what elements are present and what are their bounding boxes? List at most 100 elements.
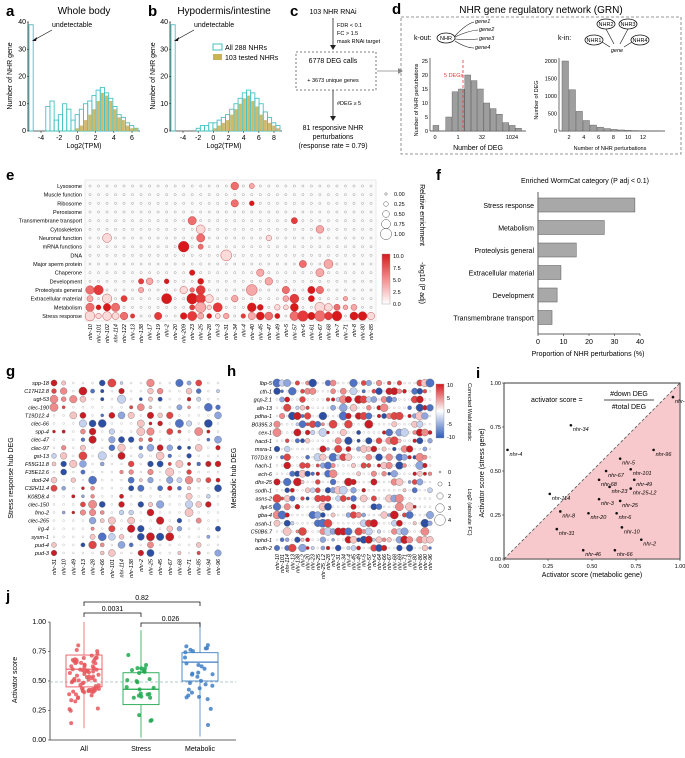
dot-0-10	[146, 378, 155, 388]
dot-5-4	[88, 419, 97, 428]
dot-0-22	[387, 380, 392, 386]
e-dot-10-11	[182, 271, 185, 274]
col-nhr-96: nhr-96	[216, 558, 222, 575]
dot-14-11	[331, 497, 335, 500]
e-dot-7-7	[148, 245, 151, 248]
e-col-20: nhr-45	[258, 323, 264, 340]
dot-8-28	[418, 447, 421, 451]
dot-6-13	[177, 429, 182, 434]
dot-18-17	[215, 525, 221, 532]
e-dot-15-8	[154, 312, 163, 320]
e-dot-14-3	[111, 302, 120, 312]
e-dot-13-33	[369, 297, 373, 300]
dot-5-24	[398, 423, 401, 426]
e-dot-11-6	[138, 278, 145, 285]
e-dot-11-10	[173, 280, 177, 283]
e-dot-5-28	[327, 228, 330, 231]
e-dot-11-9	[163, 278, 170, 285]
dot-4-0	[275, 414, 279, 418]
dot-5-6	[110, 422, 114, 425]
e-dot-8-29	[335, 254, 339, 257]
e-dot-2-18	[241, 202, 245, 205]
dot-17-3	[81, 519, 85, 522]
dot-20-11	[158, 543, 162, 547]
e-dot-15-30	[344, 314, 347, 318]
dot-8-5	[101, 446, 104, 449]
e-dot-14-8	[156, 306, 160, 309]
panel-h-color-title: Corrected Wald statistic	[466, 383, 472, 441]
panel-d-title: NHR gene regulatory network (GRN)	[459, 5, 622, 16]
e-row-2: Ribosome	[57, 201, 82, 207]
dot-18-16	[354, 527, 363, 536]
dot-6-16	[206, 429, 211, 434]
bar-tested-12	[221, 122, 225, 131]
e-dot-1-22	[276, 193, 279, 196]
e-dot-0-6	[139, 184, 143, 188]
e-dot-14-19	[247, 302, 257, 312]
bar-tested-23	[126, 125, 130, 131]
e-dot-15-33	[367, 312, 375, 320]
dot-9-15	[352, 456, 355, 459]
dot-11-15	[352, 472, 355, 475]
dot-16-11	[158, 511, 162, 514]
e-dot-14-15	[212, 302, 223, 313]
kin-ytick-500: 500	[548, 112, 557, 118]
e-dot-10-21	[267, 271, 271, 274]
j-pt-2-24	[184, 661, 189, 666]
dot-9-26	[407, 455, 412, 460]
e-dot-2-31	[352, 202, 356, 205]
dot-1-16	[357, 390, 360, 393]
dot-16-11	[330, 512, 336, 518]
e-dot-6-4	[122, 236, 126, 240]
dot-18-5	[101, 527, 104, 530]
dot-2-13	[178, 398, 181, 401]
e-dot-13-28	[327, 297, 330, 300]
kout-gene-2: gene2	[479, 27, 494, 33]
e-col-14: nhr-28	[207, 323, 213, 340]
e-dot-10-27	[315, 268, 325, 277]
i-point-nhr-46	[581, 548, 585, 552]
dot-3-30	[426, 404, 434, 412]
dot-3-9	[321, 406, 325, 409]
dot-1-18	[367, 390, 370, 393]
dot-10-29	[422, 462, 428, 469]
dot-21-14	[187, 551, 191, 555]
dot-17-11	[156, 516, 165, 525]
dot-8-3	[80, 444, 86, 451]
dot-18-9	[137, 525, 145, 533]
e-dot-3-27	[318, 210, 322, 214]
i-point-nhr-8	[559, 510, 562, 513]
dot-1-25	[402, 389, 407, 394]
e-dot-7-15	[216, 245, 220, 248]
panel-e-color-bar	[381, 253, 391, 305]
e-dot-6-20	[259, 236, 262, 240]
panel-h-col-labels: nhr-10 nhr-101 nhr-114 nhr-13 nhr-138 nhr-2 nh…	[275, 553, 434, 579]
row-clec-190: clec-190	[28, 405, 50, 411]
e-dot-9-25	[299, 260, 307, 268]
dot-10-13	[175, 460, 184, 468]
e-dot-4-20	[259, 219, 262, 222]
dot-12-30	[428, 480, 432, 484]
j-pt-2-28	[205, 723, 210, 728]
dot-7-25	[403, 439, 406, 442]
i-point-nhr-2	[639, 538, 643, 541]
e-dot-10-29	[335, 271, 339, 274]
panel-c-unique: + 3673 unique genes	[307, 78, 359, 84]
e-dot-7-23	[284, 245, 288, 248]
dot-18-11	[158, 527, 162, 530]
dot-1-14	[185, 387, 193, 395]
dot-16-9	[139, 511, 142, 514]
ytick-30: 30	[160, 46, 168, 53]
dot-10-8	[128, 460, 135, 468]
e-dot-11-5	[131, 280, 134, 283]
dot-1-11	[156, 387, 164, 395]
dot-20-25	[403, 546, 406, 550]
dot-4-8	[127, 411, 135, 419]
dot-17-5	[100, 518, 105, 523]
dot-14-11	[158, 495, 162, 498]
ytick-20: 20	[160, 74, 168, 81]
j-pt-2-25	[187, 681, 192, 686]
dot-17-27	[412, 521, 417, 526]
xtick-4: 4	[242, 135, 246, 142]
